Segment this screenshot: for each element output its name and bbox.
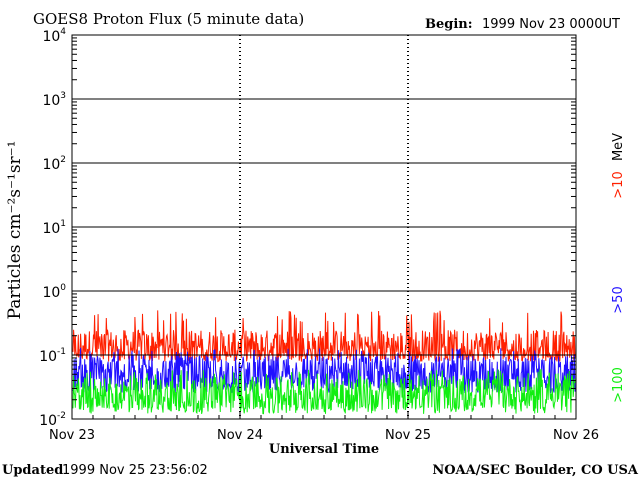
legend: >10 >50 >100 MeV bbox=[611, 133, 626, 403]
x-tick-labels: Nov 23 Nov 24 Nov 25 Nov 26 bbox=[49, 428, 599, 443]
y-tick-label: 10-2 bbox=[39, 411, 66, 429]
y-tick-label: 100 bbox=[42, 283, 66, 301]
y-tick-label: 103 bbox=[42, 91, 66, 109]
x-tick-label: Nov 24 bbox=[217, 428, 263, 443]
legend-entry: >10 bbox=[611, 171, 626, 198]
chart-title: GOES8 Proton Flux (5 minute data) bbox=[33, 10, 304, 28]
series-line bbox=[72, 369, 576, 415]
legend-unit: MeV bbox=[611, 133, 626, 161]
legend-entry: >50 bbox=[611, 286, 626, 313]
plot-frame bbox=[71, 34, 577, 420]
credit-text: NOAA/SEC Boulder, CO USA bbox=[432, 463, 639, 478]
legend-entry: >100 bbox=[611, 367, 626, 403]
grid-layer bbox=[71, 35, 577, 419]
begin-value: 1999 Nov 23 0000UT bbox=[482, 17, 620, 32]
series-line bbox=[72, 310, 576, 363]
y-tick-labels: 10-2 10-1 100 101 102 103 104 bbox=[39, 27, 66, 429]
series-layer bbox=[72, 310, 576, 415]
x-tick-label: Nov 23 bbox=[49, 428, 95, 443]
updated-value: 1999 Nov 25 23:56:02 bbox=[62, 463, 208, 478]
y-tick-label: 10-1 bbox=[39, 347, 66, 365]
y-tick-label: 104 bbox=[42, 27, 66, 45]
y-axis-label: Particles cm⁻²s⁻¹sr⁻¹ bbox=[5, 141, 25, 320]
y-tick-label: 102 bbox=[42, 155, 66, 173]
y-tick-label: 101 bbox=[42, 219, 66, 237]
x-axis-label: Universal Time bbox=[269, 442, 379, 457]
updated-label: Updated bbox=[2, 463, 63, 478]
x-tick-label: Nov 25 bbox=[385, 428, 431, 443]
x-tick-label: Nov 26 bbox=[553, 428, 599, 443]
begin-label: Begin: bbox=[425, 17, 473, 32]
